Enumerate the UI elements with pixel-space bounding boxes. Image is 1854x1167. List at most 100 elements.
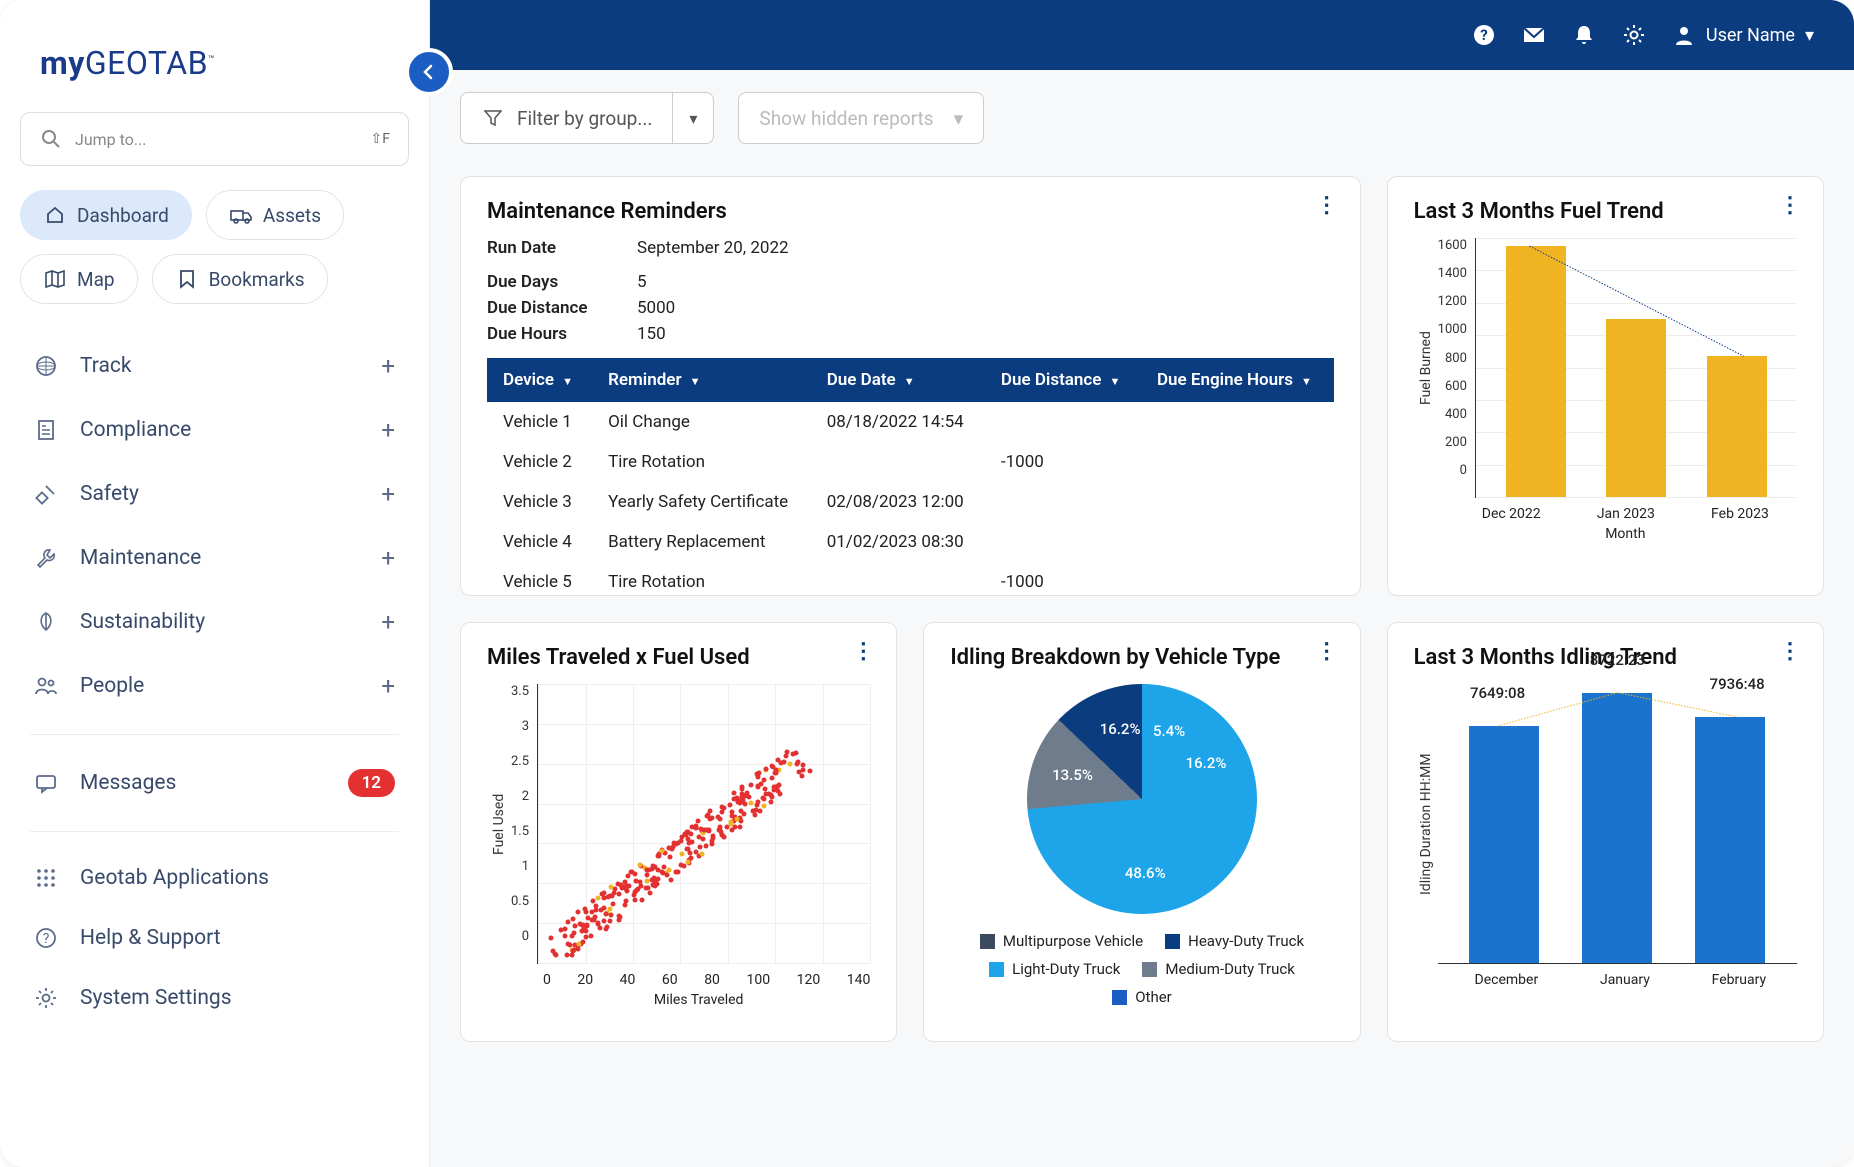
pie-chart: 48.6%13.5%16.2%5.4%16.2% [1027,684,1257,914]
table-cell: Vehicle 4 [487,522,592,562]
filter-group-label: Filter by group... [517,107,652,130]
svg-text:?: ? [43,931,50,947]
chevron-down-icon: ▾ [1805,25,1814,46]
card-title: Miles Traveled x Fuel Used [487,645,870,670]
sidebar-item-maintenance[interactable]: Maintenance+ [20,526,409,590]
maintenance-icon [34,546,58,570]
table-header[interactable]: Reminder▼ [592,358,811,402]
card-pie: ⋮ Idling Breakdown by Vehicle Type 48.6%… [923,622,1360,1042]
filter-group-dropdown[interactable]: ▾ [672,93,713,143]
messages-icon [34,771,58,795]
card-title: Maintenance Reminders [487,199,1334,224]
y-axis-label: Fuel Burned [1414,238,1438,498]
filter-icon [481,106,505,130]
show-hidden-label: Show hidden reports [759,107,933,130]
track-icon [34,354,58,378]
table-row[interactable]: Vehicle 5Tire Rotation-1000 [487,562,1334,596]
table-row[interactable]: Vehicle 4Battery Replacement01/02/2023 0… [487,522,1334,562]
tab-dashboard[interactable]: Dashboard [20,190,192,240]
bell-icon[interactable] [1572,23,1596,47]
x-axis: Dec 2022Jan 2023Feb 2023 [1414,506,1797,522]
people-icon [34,674,58,698]
show-hidden-reports[interactable]: Show hidden reports ▾ [738,92,984,144]
table-cell [985,522,1141,562]
legend-item: Multipurpose Vehicle [980,932,1143,950]
system-settings-icon [34,986,58,1010]
pie-slice-label: 16.2% [1186,754,1227,772]
card-menu-icon[interactable]: ⋮ [1316,645,1338,658]
table-row[interactable]: Vehicle 1Oil Change08/18/2022 14:54 [487,402,1334,442]
tab-map[interactable]: Map [20,254,138,304]
table-header[interactable]: Due Engine Hours▼ [1141,358,1334,402]
sidebar-item-help-support[interactable]: ?Help & Support [20,908,409,968]
search-input[interactable]: Jump to... ⇧F [20,112,409,166]
y-axis: 3.532.521.510.50 [511,684,537,964]
table-row[interactable]: Vehicle 2Tire Rotation-1000 [487,442,1334,482]
legend-item: Light-Duty Truck [989,960,1120,978]
card-menu-icon[interactable]: ⋮ [1779,645,1801,658]
card-menu-icon[interactable]: ⋮ [1779,199,1801,212]
safety-icon [34,482,58,506]
table-cell: Vehicle 1 [487,402,592,442]
sidebar-collapse-button[interactable] [405,48,453,96]
sidebar-item-people[interactable]: People+ [20,654,409,718]
y-axis-label: Idling Duration HH:MM [1414,684,1438,964]
table-cell: Yearly Safety Certificate [592,482,811,522]
sidebar: myGEOTAB™ Jump to... ⇧F DashboardAssetsM… [0,0,430,1167]
legend-item: Medium-Duty Truck [1142,960,1294,978]
filter-group[interactable]: Filter by group... ▾ [460,92,714,144]
bar-value-label: 7649:08 [1470,684,1525,702]
expand-icon: + [381,608,395,636]
sidebar-item-sustainability[interactable]: Sustainability+ [20,590,409,654]
pie-legend: Multipurpose Vehicle Heavy-Duty Truck Ligh… [950,932,1333,1006]
sidebar-item-compliance[interactable]: Compliance+ [20,398,409,462]
search-icon [39,127,63,151]
user-menu[interactable]: User Name ▾ [1672,23,1814,47]
table-cell: Vehicle 2 [487,442,592,482]
sidebar-item-geotab-applications[interactable]: Geotab Applications [20,848,409,908]
y-axis-label: Fuel Used [487,684,511,964]
legend-item: Heavy-Duty Truck [1165,932,1304,950]
card-menu-icon[interactable]: ⋮ [1316,199,1338,212]
card-menu-icon[interactable]: ⋮ [852,645,874,658]
table-row[interactable]: Vehicle 3Yearly Safety Certificate02/08/… [487,482,1334,522]
help-icon[interactable]: ? [1472,23,1496,47]
card-maintenance-reminders: ⋮ Maintenance Reminders Run DateSeptembe… [460,176,1361,596]
sidebar-item-system-settings[interactable]: System Settings [20,968,409,1028]
sidebar-item-safety[interactable]: Safety+ [20,462,409,526]
table-cell: -1000 [985,442,1141,482]
table-cell: 02/08/2023 12:00 [811,482,985,522]
tab-bookmarks[interactable]: Bookmarks [152,254,328,304]
nav-tabs: Dashboard Assets Map Bookmarks [20,190,409,304]
badge: 12 [348,769,395,797]
meta-key: Due Hours [487,324,637,344]
user-name: User Name [1706,25,1795,46]
x-axis: DecemberJanuaryFebruary [1414,972,1797,988]
table-cell: Vehicle 5 [487,562,592,596]
table-cell: Oil Change [592,402,811,442]
tab-assets[interactable]: Assets [206,190,344,240]
table-header[interactable]: Due Distance▼ [985,358,1141,402]
sidebar-item-messages[interactable]: Messages12 [20,751,409,815]
table-cell: Tire Rotation [592,562,811,596]
table-cell [985,402,1141,442]
pie-slice-label: 48.6% [1125,864,1166,882]
table-cell [811,442,985,482]
gear-icon[interactable] [1622,23,1646,47]
card-title: Last 3 Months Fuel Trend [1414,199,1797,224]
mail-icon[interactable] [1522,23,1546,47]
sidebar-item-track[interactable]: Track+ [20,334,409,398]
table-header[interactable]: Device▼ [487,358,592,402]
table-header[interactable]: Due Date▼ [811,358,985,402]
bar [1506,246,1566,497]
card-title: Idling Breakdown by Vehicle Type [950,645,1333,670]
y-axis: 16001400120010008006004002000 [1438,238,1475,498]
bar [1695,717,1765,963]
scatter-plot [537,684,870,964]
sustainability-icon [34,610,58,634]
compliance-icon [34,418,58,442]
geotab-applications-icon [34,866,58,890]
chevron-down-icon: ▾ [954,107,964,130]
bar [1469,726,1539,963]
table-cell [1141,442,1334,482]
